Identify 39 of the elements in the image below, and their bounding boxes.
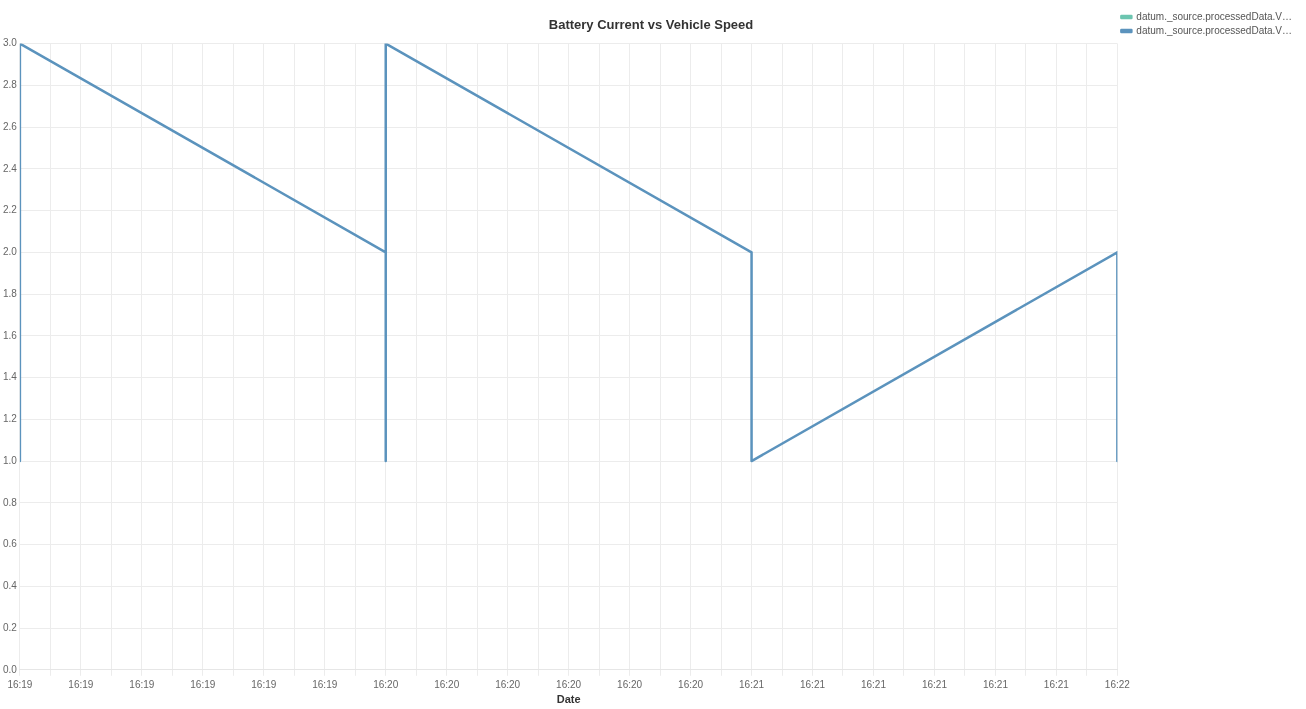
x-tick-label: 16:21 xyxy=(921,678,948,690)
y-tick-label: 1.2 xyxy=(3,413,18,425)
legend-label: datum._source.processedData.V… xyxy=(1136,10,1293,22)
x-tick-label: 16:19 xyxy=(190,678,216,690)
x-tick-label: 16:19 xyxy=(251,678,277,690)
y-tick-label: 2.2 xyxy=(3,204,18,216)
x-tick-label: 16:20 xyxy=(495,678,521,690)
y-tick-label: 3.0 xyxy=(3,37,18,49)
y-tick-label: 0.6 xyxy=(3,538,18,550)
x-tick-label: 16:20 xyxy=(678,678,704,690)
x-tick-label: 16:21 xyxy=(860,678,887,690)
x-axis-title: Date xyxy=(556,693,581,706)
x-tick-label: 16:21 xyxy=(800,678,826,690)
x-tick-label: 16:20 xyxy=(373,678,399,690)
x-tick-label: 16:19 xyxy=(129,678,155,690)
x-tick-label: 16:19 xyxy=(68,678,94,690)
y-tick-label: 0.4 xyxy=(3,580,18,592)
x-tick-label: 16:19 xyxy=(7,678,33,690)
x-tick-label: 16:21 xyxy=(1043,678,1070,690)
y-tick-label: 2.6 xyxy=(3,120,18,132)
x-tick-label: 16:21 xyxy=(739,678,765,690)
y-tick-label: 1.4 xyxy=(3,371,18,383)
x-tick-label: 16:19 xyxy=(312,678,338,690)
x-tick-label: 16:21 xyxy=(982,678,1009,690)
chart-title: Battery Current vs Vehicle Speed xyxy=(548,17,754,33)
y-tick-label: 1.8 xyxy=(3,287,18,299)
y-tick-label: 1.0 xyxy=(3,454,18,466)
x-tick-label: 16:22 xyxy=(1104,678,1131,690)
y-tick-label: 2.0 xyxy=(3,246,18,258)
x-tick-label: 16:20 xyxy=(434,678,460,690)
y-tick-label: 1.6 xyxy=(3,329,18,341)
y-tick-label: 2.4 xyxy=(3,162,18,174)
x-tick-label: 16:20 xyxy=(556,678,582,690)
y-tick-label: 2.8 xyxy=(3,79,18,91)
y-tick-label: 0.8 xyxy=(3,496,18,508)
x-tick-label: 16:20 xyxy=(617,678,643,690)
y-tick-label: 0.0 xyxy=(3,663,18,675)
legend-label: datum._source.processedData.V… xyxy=(1136,24,1293,36)
y-tick-label: 0.2 xyxy=(3,621,18,633)
